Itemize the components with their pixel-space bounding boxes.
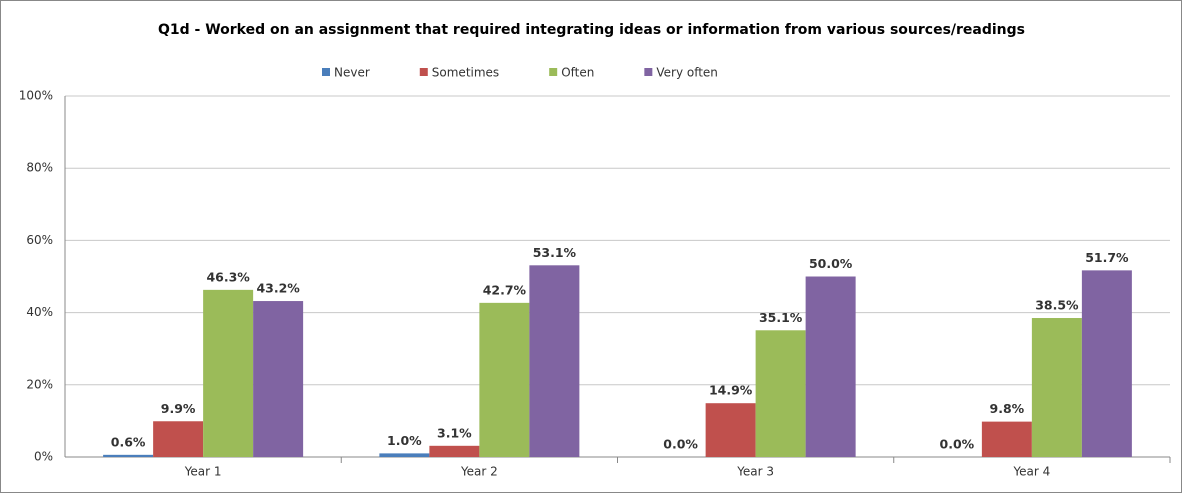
value-label: 0.6%: [111, 434, 146, 449]
x-tick-label: Year 4: [1012, 465, 1050, 479]
legend-swatch: [644, 68, 653, 76]
value-label: 50.0%: [809, 256, 853, 271]
legend-swatch: [419, 68, 428, 76]
bar: [153, 421, 204, 457]
value-label: 42.7%: [483, 282, 527, 297]
bar: [755, 330, 806, 457]
bar: [253, 301, 304, 457]
bar: [805, 276, 856, 457]
y-tick-label: 20%: [26, 377, 53, 391]
bar: [429, 445, 480, 457]
value-label: 1.0%: [387, 433, 422, 448]
bar: [1031, 318, 1082, 457]
bar: [103, 454, 154, 457]
y-tick-label: 0%: [34, 450, 53, 464]
bar: [1081, 270, 1132, 457]
bar: [479, 302, 530, 457]
x-tick-label: Year 1: [184, 465, 222, 479]
chart-title: Q1d - Worked on an assignment that requi…: [157, 22, 1026, 38]
legend-label: Often: [561, 66, 594, 80]
value-label: 53.1%: [533, 245, 577, 260]
bar: [981, 421, 1032, 457]
bar: [705, 403, 756, 457]
y-tick-label: 40%: [26, 305, 53, 319]
value-label: 43.2%: [256, 281, 300, 296]
value-label: 3.1%: [437, 425, 472, 440]
chart-title-box: Q1d - Worked on an assignment that requi…: [0, 20, 1183, 40]
value-label: 38.5%: [1035, 298, 1079, 313]
bar: [203, 289, 254, 457]
value-label: 0.0%: [940, 437, 975, 452]
legend-label: Sometimes: [432, 66, 499, 80]
value-label: 9.9%: [161, 401, 196, 416]
y-tick-label: 100%: [19, 89, 53, 103]
legend-label: Very often: [656, 66, 718, 80]
y-tick-label: 80%: [26, 161, 53, 175]
legend-swatch: [322, 68, 330, 76]
legend-swatch: [549, 68, 558, 76]
value-label: 46.3%: [206, 269, 250, 284]
value-label: 35.1%: [759, 310, 803, 325]
legend-label: Never: [334, 66, 370, 80]
value-label: 0.0%: [663, 437, 698, 452]
value-label: 14.9%: [709, 383, 753, 398]
y-tick-label: 60%: [26, 233, 53, 247]
value-label: 51.7%: [1085, 250, 1129, 265]
value-label: 9.8%: [990, 401, 1025, 416]
x-tick-label: Year 2: [460, 465, 498, 479]
x-tick-label: Year 3: [736, 465, 774, 479]
bar: [379, 453, 430, 457]
bar: [529, 265, 580, 457]
